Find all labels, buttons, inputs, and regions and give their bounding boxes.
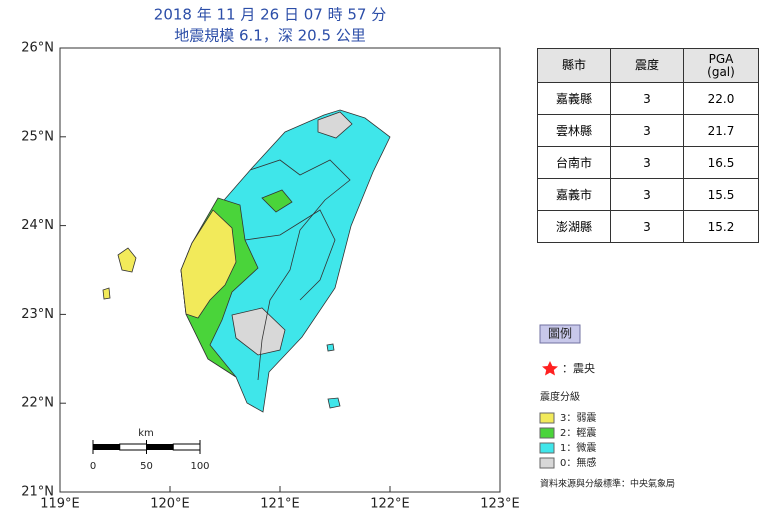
table-cell: 21.7	[683, 114, 759, 147]
lat-label: 24°N	[21, 218, 54, 233]
table-row: 雲林縣 3 21.7	[537, 114, 759, 147]
subtitle: 地震規模 6.1，深 20.5 公里	[174, 27, 366, 45]
table-cell: 震度	[610, 48, 684, 83]
green-island	[326, 343, 335, 352]
table-cell: 縣市	[537, 48, 611, 83]
scale-label: 50	[140, 461, 153, 472]
table-cell: 16.5	[683, 146, 759, 179]
penghu	[102, 287, 111, 300]
land-intensity-1	[180, 109, 391, 413]
lon-label: 121°E	[260, 497, 300, 512]
table-cell: 雲林縣	[537, 114, 611, 147]
scale-segment	[119, 443, 147, 451]
table-header: 縣市 震度 PGA (gal)	[537, 48, 759, 83]
table-row: 台南市 3 16.5	[537, 146, 759, 179]
land-intensity-3	[180, 209, 237, 319]
table-cell: 嘉義縣	[537, 82, 611, 115]
penghu	[117, 247, 137, 273]
table-cell: 3	[610, 146, 684, 179]
county-border	[249, 159, 351, 381]
header-text: (gal)	[707, 64, 735, 79]
table-cell: 嘉義市	[537, 178, 611, 211]
scale-segment	[93, 444, 120, 450]
header-text: PGA	[708, 51, 734, 66]
land-intensity-0	[231, 307, 286, 356]
land-intensity-2	[261, 189, 293, 213]
lat-label: 22°N	[21, 396, 54, 411]
lat-label: 21°N	[21, 485, 54, 500]
scale-label: 0	[90, 461, 96, 472]
epicenter-label: ：震央	[562, 362, 595, 375]
table-row: 澎湖縣 3 15.2	[537, 210, 759, 243]
lon-label: 122°E	[370, 497, 410, 512]
table-cell: 3	[610, 82, 684, 115]
scale-unit: km	[138, 428, 154, 439]
legend-label: 1：微震	[560, 441, 596, 454]
title: 2018 年 11 月 26 日 07 時 57 分	[154, 6, 386, 24]
table-row: 嘉義市 3 15.5	[537, 178, 759, 211]
scale-label: 100	[190, 461, 209, 472]
epicenter-star	[542, 361, 558, 376]
legend-label: 0：無感	[560, 456, 596, 469]
source-note: 資料來源與分級標準：中央氣象局	[540, 478, 675, 490]
legend-swatch	[539, 412, 555, 424]
lat-label: 25°N	[21, 129, 54, 144]
scale-segment	[172, 443, 201, 451]
legend-title: 圖例	[548, 327, 572, 341]
lat-label: 26°N	[21, 41, 54, 56]
table-cell: 台南市	[537, 146, 611, 179]
lon-label: 123°E	[480, 497, 520, 512]
table-cell: 22.0	[683, 82, 759, 115]
table-cell: 3	[610, 210, 684, 243]
taiwan	[102, 109, 391, 413]
land-intensity-0	[317, 111, 353, 139]
table-cell: 澎湖縣	[537, 210, 611, 243]
legend-label: 3：弱震	[560, 412, 596, 424]
county-border	[244, 209, 336, 301]
legend-swatch	[539, 427, 555, 439]
table-cell: PGA (gal)	[683, 48, 759, 83]
legend-title-box	[539, 324, 581, 344]
table-row: 嘉義縣 3 22.0	[537, 82, 759, 115]
lat-label: 23°N	[21, 307, 54, 322]
table-cell: 15.2	[683, 210, 759, 243]
legend-swatch	[539, 457, 555, 469]
intensity-title: 震度分級	[540, 390, 580, 403]
lon-label: 120°E	[150, 497, 190, 512]
lon-label: 119°E	[40, 497, 80, 512]
table-cell: 3	[610, 178, 684, 211]
legend-swatch	[539, 442, 555, 454]
lanyu	[327, 397, 341, 409]
table-cell: 15.5	[683, 178, 759, 211]
scale-segment	[146, 444, 174, 450]
table-cell: 3	[610, 114, 684, 147]
legend-label: 2：輕震	[560, 427, 596, 439]
intensity-table: 縣市 震度 PGA (gal) 嘉義縣 3 22.0 雲林縣 3 21.7 台南市 3 16.5 嘉義市 3…	[537, 48, 759, 243]
